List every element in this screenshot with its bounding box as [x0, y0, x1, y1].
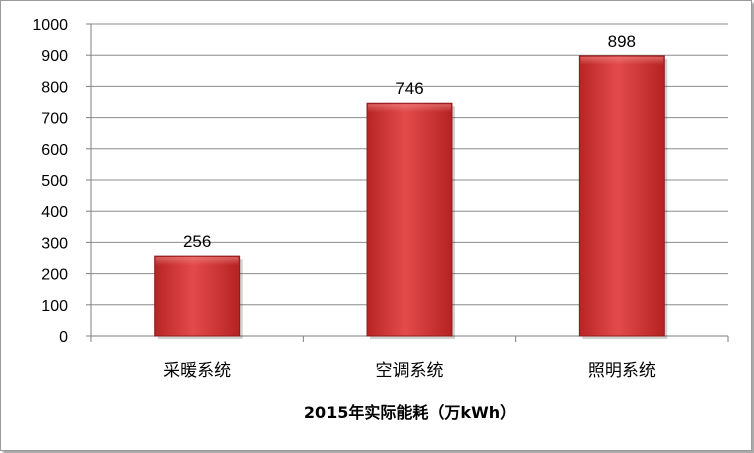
data-label: 746 — [395, 79, 423, 98]
x-category-label: 采暖系统 — [163, 361, 231, 381]
y-tick-label: 500 — [41, 173, 68, 190]
data-labels: 256 746 898 — [183, 32, 636, 251]
x-category-label: 空调系统 — [376, 361, 444, 381]
x-category-label: 照明系统 — [588, 361, 656, 381]
bars — [154, 55, 668, 339]
y-tick-label: 900 — [41, 48, 68, 65]
y-tick-label: 0 — [59, 329, 68, 346]
data-label: 256 — [183, 232, 211, 251]
y-tick-label: 100 — [41, 298, 68, 315]
bar — [578, 55, 665, 337]
y-tick-label: 800 — [41, 79, 68, 96]
y-tick-labels: 0 100 200 300 400 500 600 700 800 900 1000 — [32, 17, 68, 346]
y-tick-label: 300 — [41, 235, 68, 252]
y-tick-label: 400 — [41, 204, 68, 221]
x-category-labels: 采暖系统 空调系统 照明系统 — [163, 361, 656, 381]
bar — [366, 102, 453, 337]
bar — [154, 255, 241, 337]
y-tick-label: 700 — [41, 111, 68, 128]
data-label: 898 — [608, 32, 636, 51]
y-tick-label: 1000 — [32, 17, 68, 34]
y-tick-label: 200 — [41, 267, 68, 284]
x-axis-title: 2015年实际能耗（万kWh） — [304, 403, 516, 422]
y-tick-label: 600 — [41, 142, 68, 159]
bar-highlight — [580, 56, 664, 65]
bar-highlight — [368, 104, 451, 113]
bar-highlight — [155, 257, 239, 266]
